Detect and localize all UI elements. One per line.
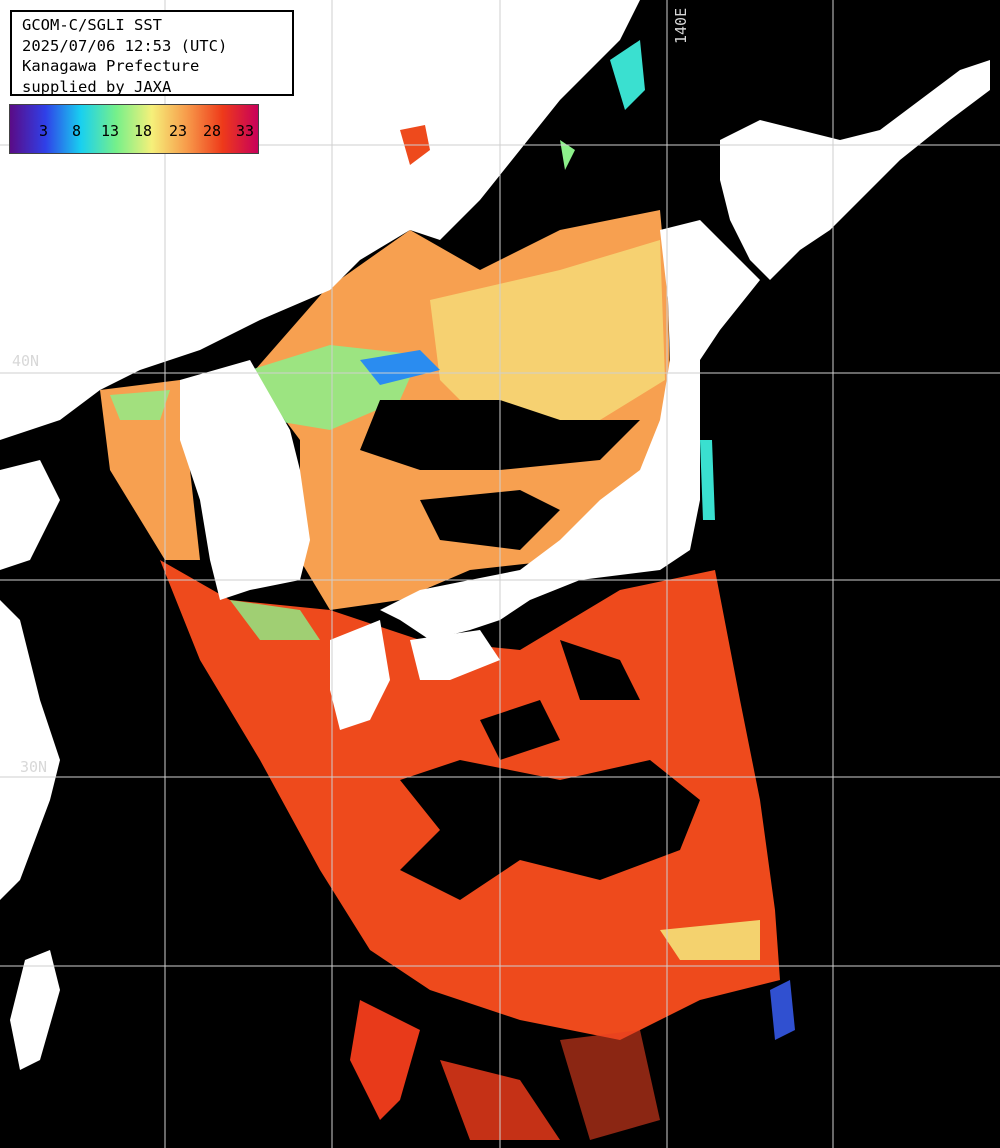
colorbar-label-33: 33 xyxy=(236,122,255,140)
sea-yellow-zone xyxy=(430,240,665,420)
title-region: Kanagawa Prefecture xyxy=(22,57,200,75)
land-hokkaido xyxy=(720,60,990,280)
scattered-south-patches xyxy=(350,1000,420,1120)
title-sensor: GCOM-C/SGLI SST xyxy=(22,16,162,34)
cloud-gap-2 xyxy=(420,490,560,550)
west-yellow-sea-swath xyxy=(100,380,200,560)
lat-label-30n: 30N xyxy=(20,758,48,776)
cloud-gap-4 xyxy=(560,640,640,700)
land-honshu xyxy=(360,220,760,640)
title-datetime: 2025/07/06 12:53 (UTC) xyxy=(22,36,228,55)
colorbar-label-23: 23 xyxy=(169,122,188,140)
title-box: GCOM-C/SGLI SST 2025/07/06 12:53 (UTC) K… xyxy=(10,10,294,96)
land-china-coast xyxy=(0,460,60,570)
land-kyushu xyxy=(330,620,390,730)
colorbar-label-13: 13 xyxy=(101,122,120,140)
cloud-gap-3 xyxy=(400,760,700,900)
colorbar-label-8: 8 xyxy=(72,122,82,140)
land-taiwan xyxy=(10,950,60,1070)
land-korea-peninsula xyxy=(180,360,310,600)
land-shikoku xyxy=(410,630,500,680)
color-scale-legend: 3 8 13 18 23 28 33 xyxy=(9,104,259,154)
title-supplier: supplied by JAXA xyxy=(22,77,172,96)
lat-label-40n: 40N xyxy=(12,352,40,370)
colorbar-label-3: 3 xyxy=(39,122,49,140)
colorbar-label-18: 18 xyxy=(134,122,153,140)
lon-label-140e: 140E xyxy=(672,7,690,44)
colorbar-label-28: 28 xyxy=(203,122,222,140)
